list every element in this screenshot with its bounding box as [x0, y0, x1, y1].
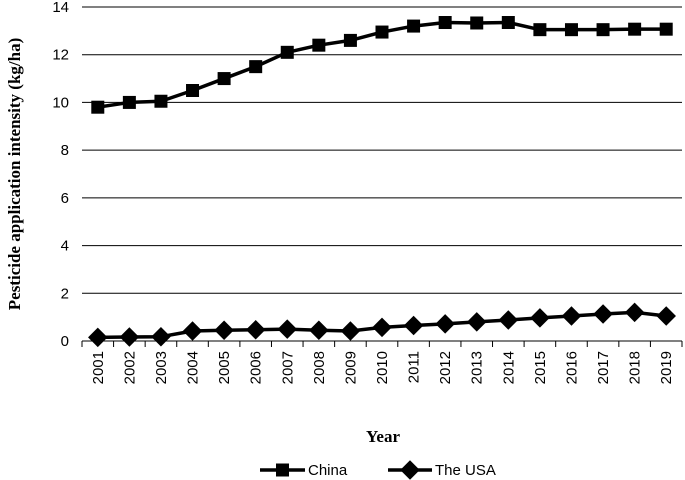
x-tick-label: 2018 [627, 351, 644, 384]
x-tick-label: 2004 [185, 351, 202, 384]
y-tick-label: 2 [61, 285, 69, 302]
y-tick-label: 0 [61, 333, 69, 350]
diamond-marker [400, 460, 420, 480]
square-marker [628, 22, 642, 36]
square-marker [186, 84, 200, 97]
square-marker [312, 38, 326, 52]
diamond-marker [245, 320, 266, 340]
x-tick-label: 2012 [437, 351, 454, 384]
y-tick-label: 4 [61, 238, 69, 255]
square-marker [501, 16, 515, 30]
square-marker [533, 23, 547, 37]
diamond-marker [498, 310, 519, 330]
y-tick-label: 6 [61, 190, 69, 207]
square-marker [154, 94, 168, 108]
square-marker [276, 463, 289, 477]
diamond-marker [182, 321, 203, 341]
x-tick-label: 2009 [342, 351, 359, 384]
x-tick-label: 2006 [248, 351, 265, 384]
square-marker [122, 95, 136, 109]
square-marker [375, 25, 389, 39]
x-axis-title: Year [366, 427, 400, 446]
x-tick-label: 2003 [153, 351, 170, 384]
diamond-marker [372, 317, 392, 338]
x-tick-label: 2015 [532, 351, 549, 384]
diamond-marker [309, 320, 329, 341]
legend-item: The USA [388, 460, 496, 480]
diamond-marker [403, 315, 424, 336]
x-tick-label: 2014 [500, 351, 517, 384]
series-layer [88, 16, 676, 348]
diamond-marker [435, 314, 455, 334]
legend-label: China [308, 462, 348, 479]
legend-label: The USA [435, 462, 496, 479]
square-marker [343, 33, 357, 47]
square-marker [470, 16, 484, 30]
diamond-marker [530, 308, 550, 328]
diamond-marker [119, 327, 140, 347]
square-marker [659, 22, 673, 36]
legend-item: China [260, 462, 348, 479]
diamond-marker [151, 326, 171, 347]
square-marker [249, 60, 263, 74]
y-tick-label: 14 [52, 0, 69, 16]
diamond-marker [466, 312, 487, 332]
diamond-marker [214, 320, 234, 341]
diamond-marker [656, 306, 676, 326]
x-tick-label: 2017 [595, 351, 612, 384]
y-axis-title: Pesticide application intensity (kg/ha) [5, 38, 24, 310]
x-tick-label: 2007 [279, 351, 296, 384]
x-tick-label: 2016 [563, 351, 580, 384]
x-tick-label: 2002 [121, 351, 138, 384]
square-marker [407, 19, 421, 33]
x-tick-label: 2005 [216, 351, 233, 384]
x-tick-label: 2011 [406, 351, 423, 383]
y-tick-label: 12 [52, 47, 69, 64]
x-axis [81, 340, 683, 347]
diamond-marker [561, 306, 582, 326]
gridlines [82, 6, 682, 294]
diamond-marker [277, 319, 298, 339]
square-marker [564, 23, 578, 37]
square-marker [217, 72, 231, 86]
square-marker [596, 23, 610, 37]
diamond-marker [624, 302, 645, 323]
x-axis-ticks: 2001 2002 2003 2004 2005 2006 2007 2008 2009 2010… [90, 351, 675, 384]
x-tick-label: 2001 [90, 351, 107, 384]
x-tick-label: 2010 [374, 351, 391, 384]
y-axis-ticks: 0 2 4 6 8 10 12 14 [52, 0, 69, 350]
square-marker [280, 45, 294, 59]
square-marker [91, 100, 105, 114]
y-tick-label: 8 [61, 142, 69, 159]
diamond-marker [88, 327, 108, 348]
y-tick-label: 10 [52, 94, 69, 111]
diamond-marker [340, 321, 361, 341]
x-tick-label: 2019 [658, 351, 675, 384]
legend: China The USA [260, 460, 496, 480]
square-marker [438, 16, 452, 30]
x-tick-label: 2008 [311, 351, 328, 384]
diamond-marker [593, 304, 613, 324]
series-the-usa [88, 302, 676, 348]
series-china [91, 16, 673, 114]
x-tick-label: 2013 [469, 351, 486, 384]
